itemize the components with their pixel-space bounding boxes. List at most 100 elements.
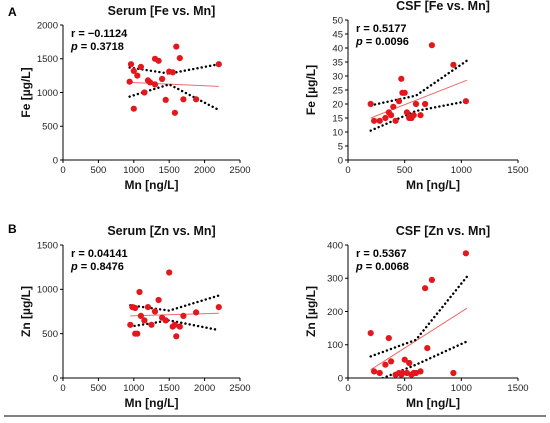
regression-line (370, 307, 468, 371)
x-tick-label: 500 (90, 165, 106, 176)
data-point (417, 368, 424, 375)
x-tick-label: 1500 (507, 383, 528, 394)
stat-r: r = 0.5367 (356, 248, 406, 260)
chart-serum-fe-vs-mn: 0 500 1000 1500 2000 0 500 1000 1500 2000 2500 Seru… (19, 4, 251, 192)
x-axis-label: Mn [ng/L] (406, 396, 460, 410)
x-tick-label: 1000 (451, 165, 472, 176)
regression-line (370, 79, 468, 119)
x-axis-label: Mn [ng/L] (125, 178, 179, 192)
chart-title: Serum [Fe vs. Mn] (108, 4, 216, 18)
data-point (137, 63, 144, 70)
y-tick-label: 0 (53, 373, 58, 384)
y-tick-label: 1500 (37, 54, 58, 65)
data-point (376, 369, 383, 377)
data-point (176, 55, 183, 62)
y-tick-label: 500 (42, 122, 58, 133)
x-tick-label: 2000 (194, 383, 215, 394)
data-point (376, 117, 383, 124)
ci-lower-line (369, 100, 469, 132)
data-point (388, 358, 395, 365)
stat-p-value: = 0.3718 (78, 41, 124, 53)
y-tick-label: 30 (332, 71, 343, 82)
x-tick-label: 500 (397, 383, 413, 394)
y-tick-label: 1000 (37, 285, 58, 296)
data-point (171, 109, 178, 116)
data-point (155, 296, 162, 304)
data-point (410, 112, 417, 119)
data-point (141, 317, 148, 324)
stat-p-symbol: p (70, 261, 78, 273)
panel-letter-b: B (8, 222, 17, 236)
data-point (169, 69, 176, 76)
stat-p-value: = 0.0096 (363, 36, 409, 48)
y-tick-label: 100 (327, 340, 343, 351)
data-point (371, 368, 378, 375)
data-point (130, 105, 137, 112)
data-point (126, 78, 133, 85)
stat-r: r = 0.04141 (71, 248, 128, 260)
data-point (422, 285, 429, 292)
x-axis-label: Mn [ng/L] (125, 396, 179, 410)
y-tick-label: 5 (338, 141, 343, 152)
y-tick-label: 0 (338, 373, 343, 384)
data-point (385, 335, 392, 342)
stat-r: r = 0.5177 (356, 23, 406, 35)
ci-lower-line (128, 83, 220, 112)
x-tick-label: 0 (345, 383, 350, 394)
data-point (127, 61, 135, 68)
x-tick-label: 0 (60, 383, 65, 394)
x-tick-label: 1500 (507, 165, 528, 176)
data-point (367, 100, 374, 108)
data-point (215, 304, 222, 311)
data-point (155, 57, 162, 64)
y-tick-label: 15 (332, 113, 343, 124)
stat-p-symbol: p (355, 261, 363, 273)
data-point (401, 89, 408, 96)
data-point (151, 308, 159, 315)
stat-p: p = 0.0068 (355, 261, 409, 273)
data-point (134, 72, 141, 79)
ci-upper-line (128, 63, 220, 75)
stat-p-symbol: p (355, 36, 363, 48)
ci-upper-line (369, 275, 469, 358)
y-tick-label: 1000 (37, 88, 58, 99)
data-point (180, 96, 187, 103)
x-tick-label: 0 (345, 165, 350, 176)
chart-title: CSF [Fe vs. Mn] (396, 0, 490, 13)
data-point (148, 321, 155, 328)
x-tick-label: 2500 (229, 383, 250, 394)
y-axis-label: Zn [µg/L] (19, 286, 33, 337)
ci-upper-line (369, 59, 469, 107)
y-axis-label: Zn [µg/L] (304, 286, 318, 337)
y-tick-label: 25 (332, 85, 343, 96)
y-tick-label: 500 (42, 329, 58, 340)
data-point (395, 98, 403, 105)
data-point (141, 89, 148, 96)
data-point (144, 304, 152, 311)
y-tick-label: 40 (332, 43, 343, 54)
panel-letter-a: A (8, 5, 17, 19)
data-point (166, 269, 173, 276)
x-tick-label: 500 (90, 383, 106, 394)
ci-upper-line (129, 294, 220, 312)
y-tick-label: 200 (327, 307, 343, 318)
y-tick-label: 20 (332, 99, 343, 110)
x-axis-label: Mn [ng/L] (406, 178, 460, 192)
data-point (147, 79, 154, 86)
data-point (388, 112, 395, 119)
data-point (130, 67, 137, 74)
data-point (180, 312, 187, 319)
stat-r: r = −0.1124 (71, 28, 128, 40)
data-point (215, 61, 222, 68)
x-tick-label: 1000 (123, 165, 144, 176)
data-point (406, 359, 413, 367)
data-point (403, 109, 410, 116)
chart-csf-zn-vs-mn: 0 100 200 300 400 0 500 1000 1500 CSF [Zn vs. Mn]… (304, 224, 529, 410)
y-tick-label: 400 (327, 240, 343, 251)
stat-p-symbol: p (70, 41, 78, 53)
y-tick-label: 45 (332, 29, 343, 40)
data-point (371, 117, 378, 124)
y-axis-label: Fe [µg/L] (19, 67, 33, 117)
data-point (162, 96, 169, 103)
